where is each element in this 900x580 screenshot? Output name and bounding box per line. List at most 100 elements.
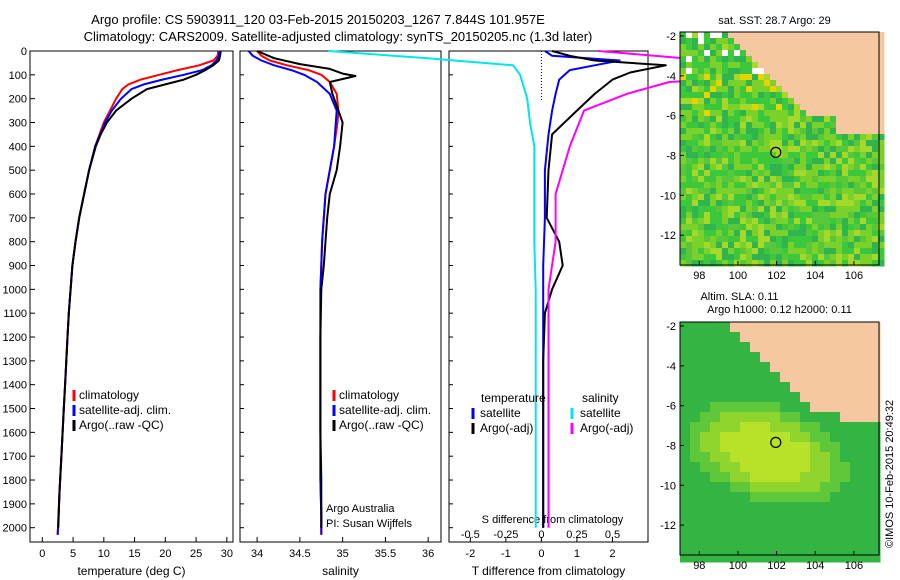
map-cell [704,50,711,57]
map-cell [698,74,705,81]
map-cell [720,552,731,563]
map-cell [806,74,813,81]
map-cell [680,248,687,255]
map-cell [872,176,879,183]
map-cell [750,372,761,383]
map-cell [720,422,731,433]
map-cell [686,164,693,171]
map-cell [764,200,771,207]
map-cell [764,146,771,153]
map-cell [780,522,791,533]
map-cell [842,74,849,81]
map-cell [698,218,705,225]
map-cell [800,402,811,413]
map-cell [818,176,825,183]
map-cell [680,170,687,177]
map-cell [790,442,801,453]
map-cell [848,128,855,135]
map-cell [770,152,777,159]
map-cell [746,188,753,195]
map-cell [686,98,693,105]
map-cell [680,332,691,343]
map-cell [800,122,807,129]
map-cell [686,50,693,57]
map-cell [794,224,801,231]
map-cell [782,122,789,129]
map-cell [728,104,735,111]
map-cell [686,104,693,111]
map-cell [758,80,765,87]
map-cell [860,116,867,123]
map-cell [860,342,871,353]
x-tick-label: 35.5 [375,548,396,560]
map-cell [752,224,759,231]
map-cell [830,236,837,243]
map-cell [878,98,885,105]
map-cell [680,412,691,423]
map-cell [746,224,753,231]
map-cell [698,92,705,99]
map-cell [860,122,867,129]
map-cell [824,50,831,57]
map-cell [866,176,873,183]
map-cell [866,200,873,207]
map-cell [818,170,825,177]
map-cell [848,116,855,123]
map-cell [720,512,731,523]
map-cell [710,212,717,219]
map-cell [752,158,759,165]
map-cell [788,116,795,123]
map-cell [824,212,831,219]
map-cell [692,134,699,141]
map-cell [806,224,813,231]
map-cell [794,146,801,153]
map-cell [770,362,781,373]
map-cell [830,254,837,261]
map-cell [836,140,843,147]
map-cell [680,552,691,563]
map-cell [840,342,851,353]
map-cell [818,116,825,123]
map-cell [854,170,861,177]
map-cell [850,502,861,513]
map-cell [692,236,699,243]
x-tick-label: 25 [190,548,202,560]
map-cell [878,80,885,87]
map-cell [758,254,765,261]
map-cell [734,170,741,177]
map-cell [866,164,873,171]
map-cell [692,188,699,195]
map-cell [698,50,705,57]
map-cell [752,38,759,45]
map-cell [692,92,699,99]
map-cell [782,86,789,93]
map-cell [758,176,765,183]
map-cell [716,44,723,51]
map-cell [710,92,717,99]
map-cell [842,236,849,243]
map-cell [836,68,843,75]
map-cell [782,140,789,147]
map-cell [818,56,825,63]
map-cell [760,532,771,543]
map-cell [812,182,819,189]
map-cell [830,74,837,81]
map-cell [710,128,717,135]
map-cell [722,248,729,255]
map-cell [800,542,811,553]
map-cell [848,176,855,183]
map-cell [780,332,791,343]
map-cell [698,62,705,69]
map-cell [848,254,855,261]
map-cell [734,260,741,267]
map-cell [830,462,841,473]
map-cell [686,254,693,261]
map-cell [728,134,735,141]
map-cell [690,442,701,453]
map-cell [866,74,873,81]
map-cell [722,38,729,45]
map-cell [800,512,811,523]
map-cell [818,50,825,57]
map-cell [842,224,849,231]
